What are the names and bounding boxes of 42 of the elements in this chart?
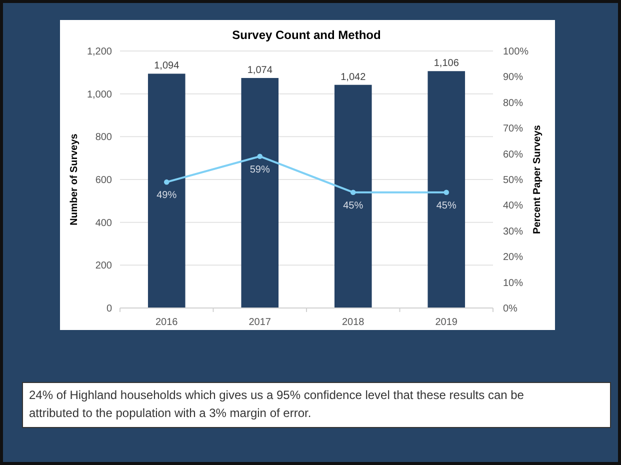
y2-tick-label: 0% [503, 304, 518, 314]
chart-title: Survey Count and Method [232, 28, 381, 42]
y2-tick-label: 60% [503, 149, 524, 160]
y-tick-label: 400 [95, 218, 112, 229]
data-label: 1,106 [434, 58, 460, 70]
y-tick-label: 800 [95, 132, 112, 144]
bar [428, 71, 466, 308]
data-label: 1,042 [340, 72, 366, 83]
y2-tick-label: 70% [503, 124, 524, 135]
y2-tick-label: 80% [503, 98, 524, 109]
y-tick-label: 200 [95, 260, 112, 272]
data-label: 49% [156, 190, 177, 202]
data-label: 1,074 [247, 64, 273, 76]
data-label: 59% [250, 164, 270, 176]
y2-tick-label: 10% [503, 278, 524, 289]
x-tick-label: 2018 [342, 317, 365, 328]
y2-tick-label: 90% [503, 72, 524, 84]
y-tick-label: 1,200 [86, 46, 112, 58]
y2-tick-label: 40% [503, 200, 524, 212]
y-tick-label: 1,000 [86, 89, 112, 100]
text: 24% of Highland households which gives us a 95% confidence level that these results can be attributed to the population with a 3% margin of error. [22, 382, 611, 428]
point [444, 190, 450, 195]
data-label: 45% [436, 200, 456, 212]
y-axis-title: Number of Surveys [69, 133, 80, 226]
bar [148, 74, 186, 308]
x-tick-label: 2016 [156, 317, 178, 328]
y2-axis-title: Percent Paper Surveys [532, 124, 543, 234]
y2-tick-label: 50% [503, 175, 524, 186]
y-tick-label: 0 [106, 304, 112, 314]
data-label: 45% [343, 200, 364, 212]
data-label: 1,094 [154, 60, 180, 72]
point [257, 154, 263, 160]
y-tick-label: 600 [95, 175, 112, 186]
y2-tick-label: 20% [503, 252, 524, 264]
bar [334, 84, 372, 308]
x-tick-label: 2019 [435, 317, 458, 328]
point [350, 190, 356, 195]
x-tick-label: 2017 [248, 317, 272, 328]
y2-tick-label: 30% [503, 226, 524, 238]
bar [241, 78, 279, 308]
point [164, 179, 170, 185]
y2-tick-label: 100% [503, 46, 529, 58]
